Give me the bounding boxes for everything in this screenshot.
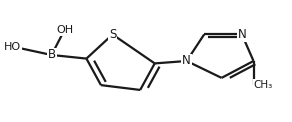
Text: S: S	[109, 28, 116, 41]
Text: OH: OH	[56, 25, 73, 35]
Text: N: N	[182, 55, 191, 67]
Text: N: N	[237, 28, 246, 41]
Text: HO: HO	[4, 41, 21, 51]
Text: CH₃: CH₃	[253, 80, 273, 90]
Text: B: B	[48, 48, 55, 61]
